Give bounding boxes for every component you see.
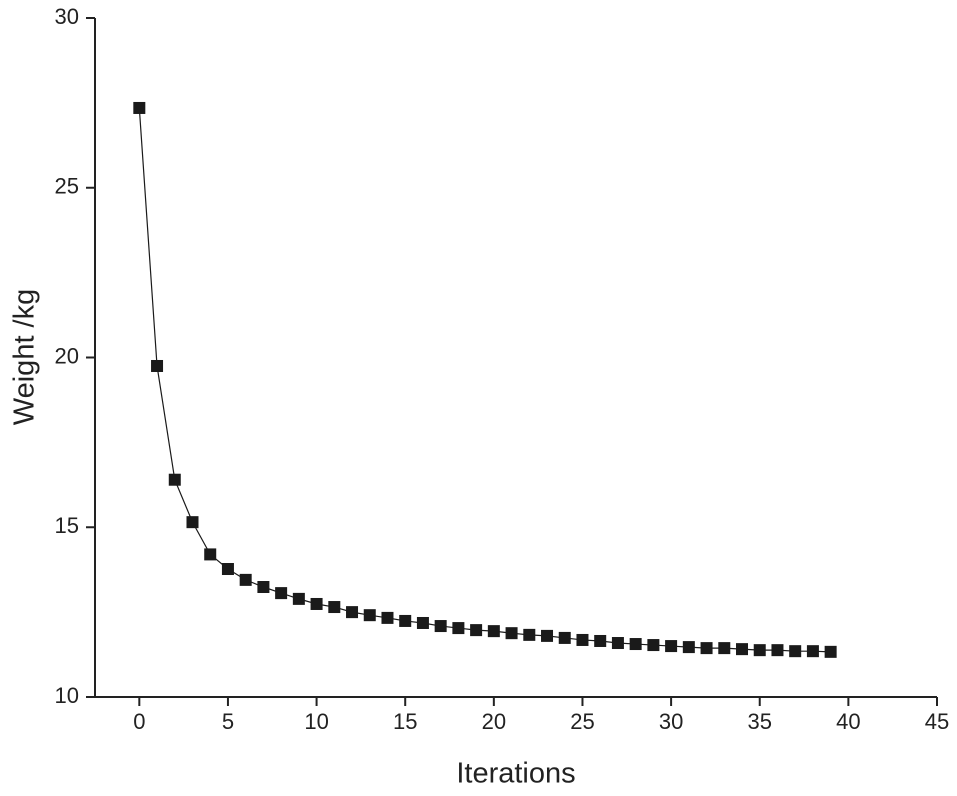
marker bbox=[505, 627, 518, 640]
marker bbox=[310, 597, 323, 610]
y-tick-label: 25 bbox=[55, 174, 79, 199]
x-tick-label: 25 bbox=[570, 709, 594, 734]
x-tick-label: 5 bbox=[222, 709, 234, 734]
marker bbox=[257, 581, 270, 594]
marker bbox=[594, 634, 607, 647]
marker bbox=[665, 640, 678, 653]
marker bbox=[576, 633, 589, 646]
marker bbox=[824, 645, 837, 658]
marker bbox=[647, 639, 660, 652]
marker bbox=[434, 620, 447, 633]
marker bbox=[151, 359, 164, 372]
y-axis-title: Weight /kg bbox=[9, 289, 41, 425]
x-tick-label: 20 bbox=[482, 709, 506, 734]
marker bbox=[416, 616, 429, 629]
marker bbox=[629, 638, 642, 651]
x-tick-label: 0 bbox=[133, 709, 145, 734]
marker bbox=[346, 606, 359, 619]
marker bbox=[789, 645, 802, 658]
marker bbox=[753, 644, 766, 657]
marker bbox=[452, 622, 465, 635]
y-tick-label: 20 bbox=[55, 343, 79, 368]
marker bbox=[328, 601, 341, 614]
marker bbox=[700, 642, 713, 655]
marker bbox=[275, 587, 288, 600]
marker bbox=[186, 516, 199, 529]
marker bbox=[133, 101, 146, 114]
marker bbox=[771, 644, 784, 657]
y-tick-label: 10 bbox=[55, 683, 79, 708]
marker bbox=[204, 548, 217, 561]
marker bbox=[523, 628, 536, 641]
x-tick-label: 15 bbox=[393, 709, 417, 734]
x-tick-label: 10 bbox=[304, 709, 328, 734]
marker bbox=[806, 645, 819, 658]
marker bbox=[470, 624, 483, 637]
x-tick-label: 45 bbox=[925, 709, 949, 734]
marker bbox=[239, 573, 252, 586]
x-tick-label: 35 bbox=[747, 709, 771, 734]
marker bbox=[363, 609, 376, 622]
y-tick-label: 30 bbox=[55, 4, 79, 29]
series-line bbox=[138, 107, 831, 653]
marker bbox=[611, 637, 624, 650]
x-axis-title: Iterations bbox=[456, 758, 575, 790]
x-tick-label: 30 bbox=[659, 709, 683, 734]
marker bbox=[292, 592, 305, 605]
marker bbox=[381, 611, 394, 624]
marker bbox=[718, 642, 731, 655]
marker bbox=[558, 631, 571, 644]
x-tick-label: 40 bbox=[836, 709, 860, 734]
marker bbox=[221, 563, 234, 576]
marker bbox=[487, 625, 500, 638]
marker bbox=[541, 629, 554, 642]
marker bbox=[682, 641, 695, 654]
marker bbox=[168, 473, 181, 486]
marker bbox=[399, 614, 412, 627]
marker bbox=[736, 643, 749, 656]
y-tick-label: 15 bbox=[55, 513, 79, 538]
